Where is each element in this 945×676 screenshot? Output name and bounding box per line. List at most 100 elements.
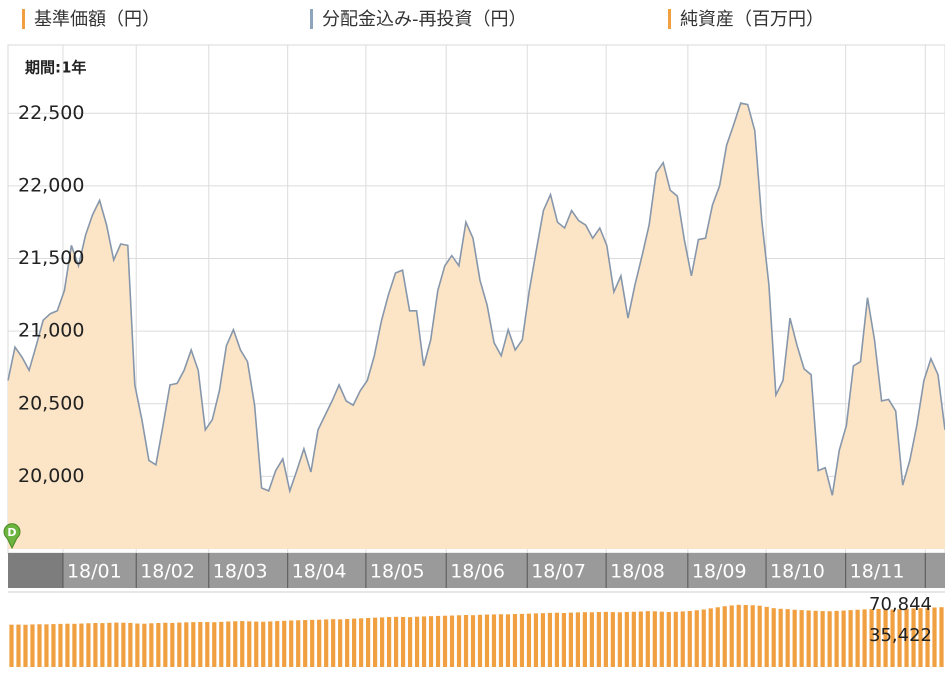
volume-bar [205,622,210,667]
volume-bar [156,623,161,667]
volume-bar [561,613,567,667]
volume-bar [135,623,140,667]
volume-bar [114,622,119,667]
volume-bar [491,614,497,667]
volume-bar [226,621,231,667]
volume-bar [93,623,98,667]
volume-bar [23,624,28,667]
volume-bar [659,611,664,667]
volume-bar [743,605,748,667]
y-tick-label: 22,500 [18,102,84,124]
legend-label: 分配金込み-再投資（円） [322,9,527,30]
x-tick-label: 18/10 [770,561,825,583]
volume-bar [729,605,734,667]
volume-bar [428,616,434,667]
volume-bar [407,617,413,667]
volume-bar [708,608,713,667]
legend-swatch [310,9,313,29]
volume-bar [666,612,671,667]
x-tick-label: 18/05 [370,561,425,583]
volume-bar [289,620,294,667]
volume-bar [799,610,804,667]
volume-bar [366,618,371,667]
volume-bar [191,622,196,667]
volume-bar [463,615,469,667]
volume-bar [44,624,49,667]
volume-bar [373,617,378,667]
volume-bar [393,616,399,667]
volume-bar [764,606,769,667]
volume-bar [100,623,105,667]
volume-bar [324,619,329,667]
volume-bar [862,609,867,667]
volume-bar [610,612,615,667]
volume-bar [680,611,685,667]
volume-bar [477,614,483,667]
y-tick-label: 20,000 [18,465,84,487]
x-axis-band-start [8,553,63,588]
legend-swatch [668,9,671,29]
volume-bar [876,608,881,667]
volume-bar [163,622,168,667]
volume-bar [86,623,91,667]
volume-bar [449,615,455,667]
volume-bar [883,609,888,667]
volume-bar [820,611,825,667]
volume-bar [827,611,832,667]
volume-bar [890,609,895,667]
volume-bar [484,614,490,667]
volume-bar [212,622,217,667]
volume-bar [785,609,790,667]
volume-bar [855,609,860,667]
volume-bar [638,611,643,667]
volume-bar [533,613,539,667]
volume-bar [925,607,930,667]
y-tick-label: 35,422 [869,625,932,646]
x-tick-label: 18/08 [610,561,665,583]
x-tick-label: 18/02 [140,561,195,583]
volume-bar [268,621,273,667]
volume-bar [275,621,280,667]
volume-bar [345,618,350,667]
y-tick-label: 20,500 [18,392,84,414]
x-tick-label: 18/01 [67,561,122,583]
volume-bar [170,622,175,667]
volume-bar [869,609,874,667]
volume-bar [107,622,112,667]
volume-bar [715,607,720,667]
volume-bar [596,612,601,667]
volume-bar [505,614,511,667]
volume-bar [792,609,797,667]
volume-bar [72,623,77,667]
volume-bar [128,622,133,667]
x-tick-label: 18/03 [213,561,268,583]
volume-bar [932,607,937,667]
volume-bar [470,615,476,667]
volume-bar [37,624,42,667]
volume-bar [303,620,308,667]
volume-bar [603,611,608,667]
volume-bar [121,622,126,667]
dividend-marker-pin [3,523,21,550]
volume-bar [386,617,392,667]
volume-bar [918,608,923,667]
volume-bar [540,613,546,667]
volume-bar [834,610,839,667]
volume-bar [848,610,853,667]
volume-bar [435,615,441,667]
legend-label: 基準価額（円） [34,9,160,30]
volume-bar [568,612,573,667]
volume-bar [16,624,21,667]
volume-bar [631,611,636,667]
volume-bar [58,623,63,667]
volume-bar [512,614,518,667]
volume-bar [338,619,343,667]
volume-bar [219,621,224,667]
volume-bar [177,622,182,667]
volume-bar [757,605,762,667]
volume-bar [813,610,818,667]
x-tick-label: 18/07 [531,561,586,583]
volume-bar [51,624,56,667]
